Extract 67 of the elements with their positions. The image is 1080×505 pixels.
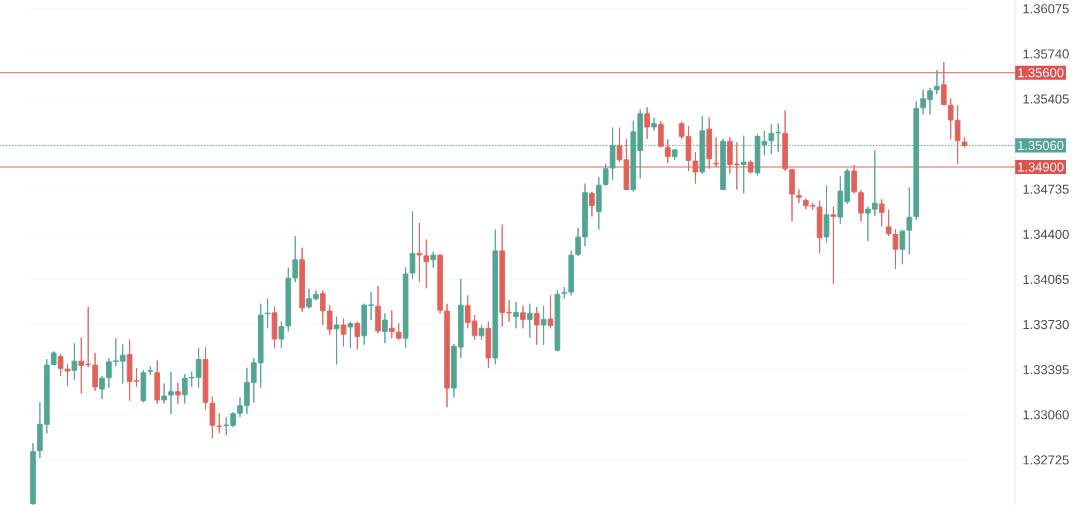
candlestick — [851, 164, 857, 194]
candlestick — [934, 69, 940, 95]
candlestick — [264, 298, 271, 329]
candlestick — [154, 360, 160, 405]
candlestick — [899, 229, 906, 265]
candlestick — [554, 290, 561, 352]
candlestick — [395, 322, 402, 341]
candlestick — [906, 187, 913, 255]
ref-line-label: 1.35060 — [1018, 140, 1064, 151]
candlestick — [961, 136, 968, 148]
candlestick — [333, 316, 340, 365]
y-tick-label: 1.35405 — [1023, 94, 1069, 104]
candlestick — [492, 229, 499, 365]
candlestick — [430, 251, 436, 268]
candlestick — [706, 117, 712, 170]
candlestick — [140, 369, 147, 403]
ref-line-label: 1.34900 — [1018, 162, 1064, 172]
candlestick — [271, 306, 278, 349]
candlestick — [892, 228, 899, 270]
candlestick — [520, 305, 526, 329]
candlestick — [858, 189, 864, 222]
candlestick — [789, 168, 795, 222]
candlestick — [71, 342, 78, 381]
candlestick — [540, 305, 547, 346]
candlestick — [382, 313, 388, 344]
y-tick-label: 1.32725 — [1023, 455, 1069, 465]
candlestick — [175, 382, 181, 405]
candlestick — [513, 301, 519, 329]
candlestick — [665, 138, 671, 164]
candlestick — [527, 303, 533, 338]
candlestick — [671, 148, 678, 161]
candlestick — [340, 318, 347, 347]
candlestick — [885, 209, 892, 237]
candlestick — [651, 117, 657, 132]
candlestick — [747, 160, 754, 175]
candlestick — [202, 346, 209, 410]
candlestick — [596, 176, 602, 231]
y-tick-label: 1.33060 — [1023, 410, 1069, 420]
candlestick — [713, 136, 719, 168]
candlestick — [347, 321, 354, 349]
candlestick — [782, 109, 788, 172]
y-tick-label: 1.33395 — [1023, 365, 1069, 375]
candlestick — [658, 120, 664, 148]
candlestick — [478, 324, 485, 341]
candlestick — [830, 206, 837, 285]
candlestick — [589, 191, 595, 217]
candlestick — [375, 285, 381, 334]
candlestick — [389, 309, 395, 339]
candlestick — [354, 321, 361, 351]
candlestick — [299, 247, 305, 313]
candlestick — [823, 184, 830, 244]
candlestick — [485, 321, 492, 369]
candlestick — [796, 189, 802, 204]
candlestick — [547, 294, 554, 329]
candlestick — [147, 365, 154, 376]
ref-line-label: 1.35600 — [1018, 68, 1064, 78]
candlestick — [878, 198, 885, 227]
y-tick-label: 1.34400 — [1023, 229, 1069, 239]
y-tick-label: 1.36075 — [1023, 4, 1069, 14]
candlestick — [533, 306, 540, 346]
candlestick — [30, 442, 36, 505]
y-tick-label: 1.34735 — [1023, 184, 1069, 194]
candlestick — [941, 61, 947, 106]
y-tick-label: 1.35740 — [1023, 49, 1069, 59]
candlestick — [644, 106, 650, 140]
y-tick-label: 1.34065 — [1023, 274, 1069, 285]
y-tick-label: 1.33730 — [1023, 319, 1069, 330]
